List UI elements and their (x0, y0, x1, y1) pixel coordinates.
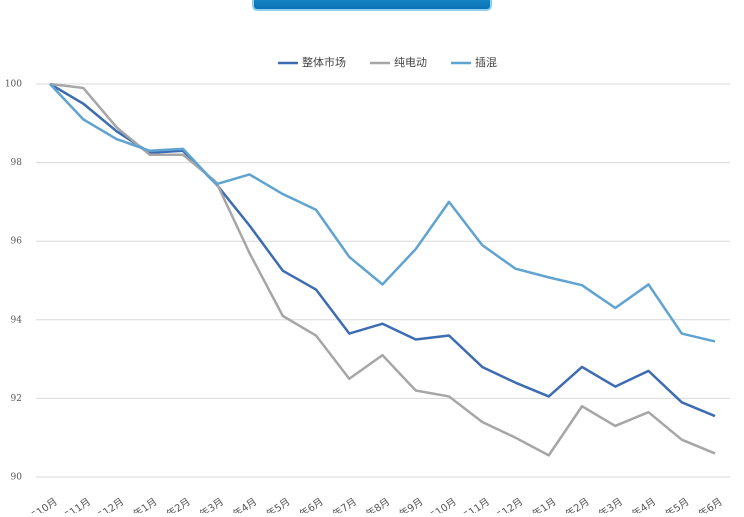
x-tick-label: 年1月 (529, 495, 558, 513)
x-tick-label: 年9月 (396, 495, 425, 513)
x-tick-label: 年11月 (59, 495, 93, 513)
x-tick-label: 年6月 (696, 495, 725, 513)
y-tick-label: 96 (11, 237, 23, 247)
x-tick-label: 年5月 (662, 495, 691, 513)
x-tick-label: 年4月 (629, 495, 658, 513)
legend-label: 整体市场 (302, 55, 346, 69)
y-tick-label: 92 (11, 394, 22, 404)
x-tick-label: 年3月 (197, 495, 226, 513)
x-tick-label: 年10月 (25, 495, 59, 513)
series-line (49, 83, 716, 343)
x-tick-label: 年2月 (164, 495, 193, 513)
x-tick-label: 年4月 (230, 495, 259, 513)
x-tick-label: 年1月 (130, 495, 159, 513)
y-tick-label: 100 (5, 80, 22, 90)
series-line (49, 82, 716, 457)
x-tick-label: 年7月 (330, 495, 359, 513)
x-tick-label: 年3月 (596, 495, 625, 513)
y-tick-label: 94 (11, 315, 23, 325)
legend-label: 纯电动 (394, 56, 427, 69)
legend-label: 插混 (475, 55, 497, 69)
x-tick-label: 年12月 (491, 495, 525, 513)
title-banner (252, 0, 492, 11)
x-tick-label: 年12月 (92, 495, 126, 513)
series-line (49, 82, 716, 418)
x-tick-label: 年8月 (363, 495, 392, 513)
x-tick-label: 年10月 (424, 495, 458, 513)
y-tick-label: 98 (11, 158, 23, 168)
x-tick-label: 年5月 (263, 495, 292, 513)
x-tick-label: 年2月 (563, 495, 592, 513)
x-tick-label: 年6月 (297, 495, 326, 513)
y-tick-label: 90 (11, 473, 23, 483)
x-tick-label: 年11月 (458, 495, 492, 513)
